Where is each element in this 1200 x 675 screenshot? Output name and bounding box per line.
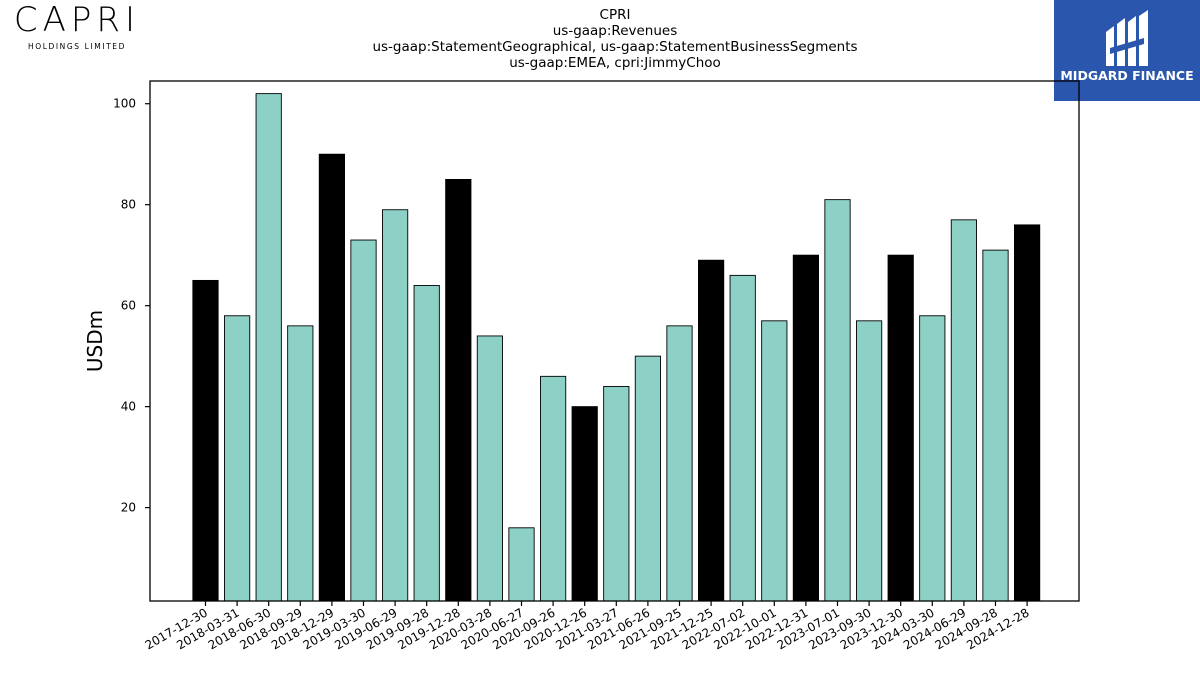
x-axis-ticks: 2017-12-302018-03-312018-06-302018-09-29… [143,601,1032,652]
chart-title-line-4: us-gaap:EMEA, cpri:JimmyChoo [509,55,721,71]
bar-2021-12-25 [698,259,725,602]
plot-frame [149,80,1080,602]
y-tick-label: 60 [121,299,136,313]
y-tick-label: 40 [121,400,136,414]
bar-2019-09-28 [413,285,440,602]
bar-2020-09-26 [540,375,567,602]
bar-2018-09-29 [287,325,314,602]
bar-2018-06-30 [255,93,282,602]
y-tick-label: 20 [121,501,136,515]
bar-2023-09-30 [856,320,883,602]
bar-2021-06-26 [634,355,661,602]
bar-2019-03-30 [350,239,377,602]
y-tick-label: 80 [121,198,136,212]
bar-2018-12-29 [318,153,345,602]
bar-2018-03-31 [223,315,251,602]
bar-2019-12-28 [445,178,472,602]
bar-2020-06-27 [508,527,535,602]
chart-title: CPRI us-gaap:Revenues us-gaap:StatementG… [315,7,915,71]
bar-2024-12-28 [1014,224,1041,602]
bar-2020-12-26 [571,406,598,602]
y-axis-label: USDm [83,310,107,372]
bar-2024-03-30 [919,315,946,602]
y-tick-label: 100 [113,97,136,111]
bar-2019-06-29 [382,209,409,602]
midgard-finance-logo: MIDGARD FINANCE [1054,0,1200,101]
axes-layer [149,80,1080,602]
y-axis-ticks: 20 40 60 80 100 [113,97,150,515]
bar-2022-12-31 [792,254,819,602]
bar-2022-10-01 [761,320,788,602]
midgard-emblem-icon [1106,10,1148,66]
midgard-logo-text: MIDGARD FINANCE [1060,68,1194,83]
bar-2021-03-27 [603,385,630,602]
capri-logo-word: CAPRI [13,0,141,40]
bar-2022-07-02 [729,274,756,602]
chart-title-line-2: us-gaap:Revenues [552,23,678,39]
bar-2023-12-30 [887,254,914,602]
bar-2021-09-25 [666,325,693,602]
bar-2023-07-01 [824,199,851,602]
bar-2024-09-28 [982,249,1009,602]
bar-2024-06-29 [950,219,977,602]
chart-title-line-3: us-gaap:StatementGeographical, us-gaap:S… [372,39,858,55]
bar-2020-03-28 [476,335,503,602]
bar-2017-12-30 [192,279,219,602]
capri-logo: CAPRI HOLDINGS LIMITED [4,2,150,52]
chart-title-line-1: CPRI [599,7,631,23]
capri-logo-subtitle: HOLDINGS LIMITED [27,42,127,51]
bars-layer [192,93,1041,602]
